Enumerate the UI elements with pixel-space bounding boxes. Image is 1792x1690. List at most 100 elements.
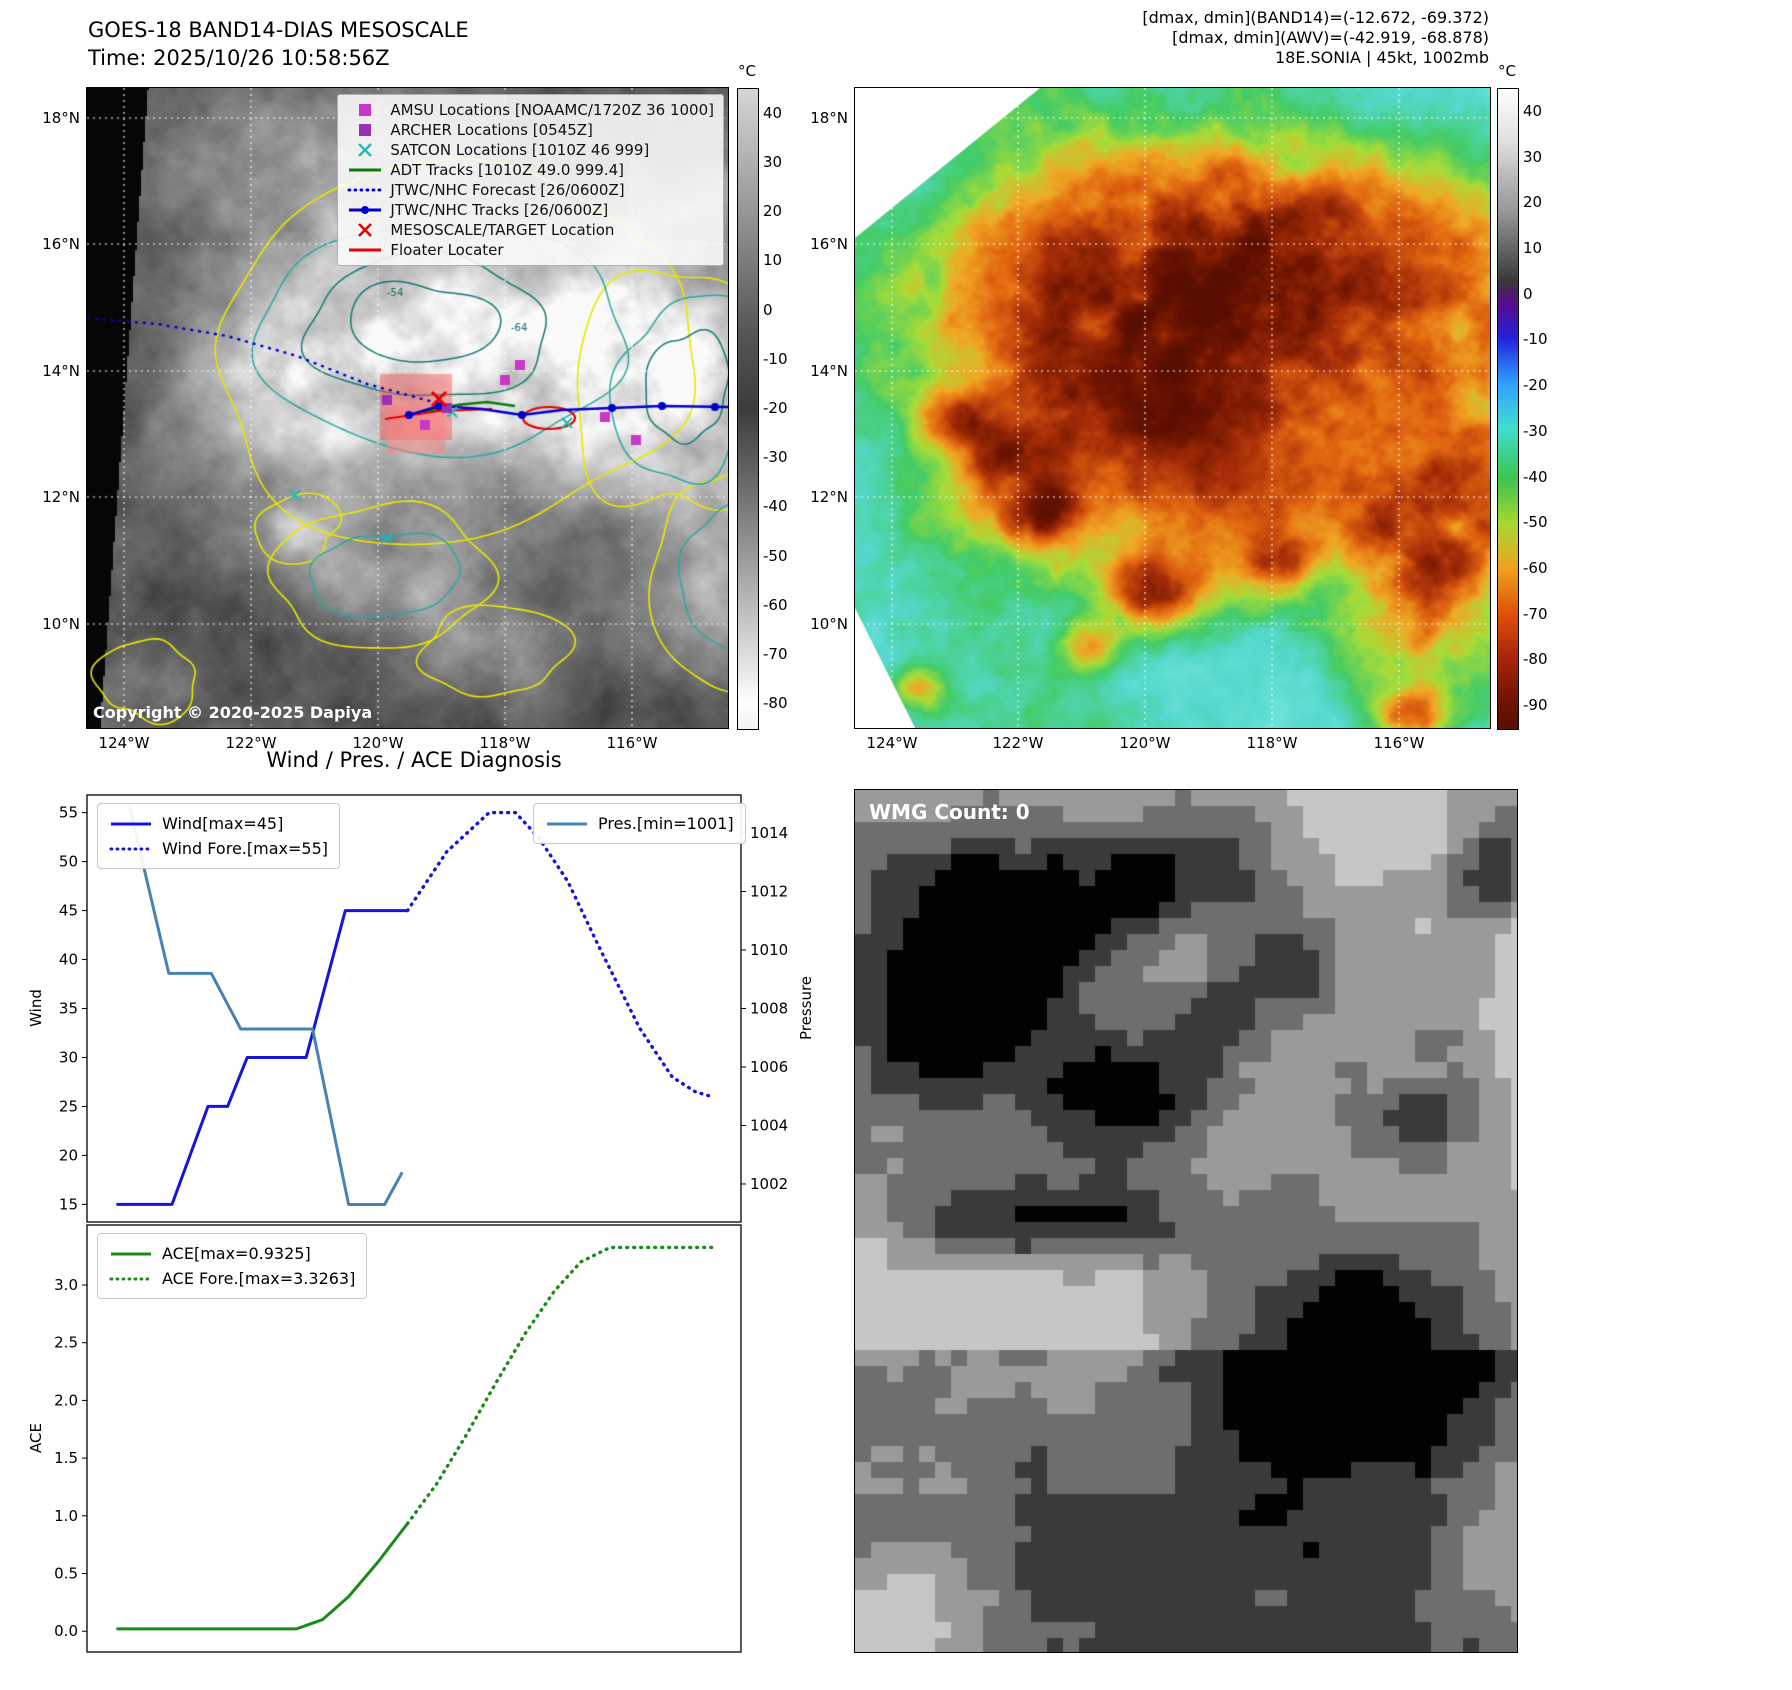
lon-tick-label: 116°W — [1373, 734, 1425, 752]
svg-text:3.0: 3.0 — [54, 1276, 78, 1294]
legend-entry: Floater Locater — [347, 240, 714, 260]
lat-tick-label: 10°N — [42, 615, 80, 633]
svg-text:1.5: 1.5 — [54, 1449, 78, 1467]
line-marker-icon — [547, 822, 587, 825]
copyright-text: Copyright © 2020-2025 Dapiya — [93, 703, 373, 722]
lon-tick-label: 118°W — [479, 734, 531, 752]
colorbar-tick-label: -20 — [1523, 376, 1548, 395]
colorbar-tick-label: 20 — [763, 202, 783, 221]
line-marker-icon — [349, 248, 382, 252]
wind-axis-label: Wind — [27, 989, 45, 1027]
legend-label: AMSU Locations [NOAAMC/1720Z 36 1000] — [390, 101, 714, 119]
colorbar-tick-label: -90 — [1523, 696, 1548, 715]
lon-tick-label: 122°W — [992, 734, 1044, 752]
chart-legend-label: Pres.[min=1001] — [598, 814, 734, 833]
colorbar-tick-label: -60 — [763, 595, 788, 614]
svg-text:55: 55 — [59, 804, 78, 822]
ace-legend: ACE[max=0.9325] ACE Fore.[max=3.3263] — [97, 1233, 368, 1299]
colorbar-tick-label: -50 — [1523, 513, 1548, 532]
svg-text:1004: 1004 — [750, 1116, 788, 1134]
satellite-product-title: GOES-18 BAND14-DIAS MESOSCALE — [88, 18, 469, 42]
colorbar-tick-label: 30 — [763, 152, 783, 171]
legend-entry: JTWC/NHC Tracks [26/0600Z] — [347, 200, 714, 220]
svg-text:2.5: 2.5 — [54, 1334, 78, 1352]
lat-tick-label: 16°N — [42, 235, 80, 253]
dmax-band14-text: [dmax, dmin](BAND14)=(-12.672, -69.372) — [1142, 8, 1489, 27]
lon-tick-label: 124°W — [98, 734, 150, 752]
legend-entry: SATCON Locations [1010Z 46 999] — [347, 140, 714, 160]
colorbar-tick-label: -80 — [763, 694, 788, 713]
colorbar-tick-label: -40 — [763, 497, 788, 516]
enhanced-ir-map-panel — [854, 87, 1491, 729]
chart-legend-entry: ACE[max=0.9325] — [109, 1241, 355, 1266]
colorbar-tick-label: -80 — [1523, 650, 1548, 669]
lat-tick-label: 14°N — [42, 362, 80, 380]
legend-label: Floater Locater — [390, 241, 504, 259]
lat-tick-label: 12°N — [42, 488, 80, 506]
lat-tick-label: 18°N — [42, 109, 80, 127]
svg-text:30: 30 — [59, 1048, 78, 1066]
dmax-awv-text: [dmax, dmin](AWV)=(-42.919, -68.878) — [1172, 28, 1489, 47]
svg-text:15: 15 — [59, 1195, 78, 1213]
svg-text:25: 25 — [59, 1097, 78, 1115]
svg-text:20: 20 — [59, 1146, 78, 1164]
band14-colorbar — [737, 88, 759, 730]
svg-text:1012: 1012 — [750, 883, 788, 901]
satellite-time-label: Time: 2025/10/26 10:58:56Z — [88, 46, 390, 70]
legend-label: JTWC/NHC Forecast [26/0600Z] — [390, 181, 625, 199]
dotted-line-icon — [109, 847, 153, 850]
chart-legend-label: Wind Fore.[max=55] — [162, 839, 328, 858]
colorbar-tick-label: -60 — [1523, 559, 1548, 577]
lon-tick-label: 116°W — [606, 734, 658, 752]
ace-axis-label: ACE — [27, 1423, 45, 1453]
wind-legend: Wind[max=45] Wind Fore.[max=55] — [97, 803, 340, 869]
lat-tick-label: 10°N — [810, 615, 848, 633]
chart-legend-entry: Wind[max=45] — [109, 811, 328, 836]
svg-text:1006: 1006 — [750, 1058, 788, 1076]
lon-tick-label: 120°W — [1119, 734, 1171, 752]
line-marker-icon — [111, 1252, 151, 1255]
lon-tick-label: 122°W — [225, 734, 277, 752]
dotted-line-icon — [109, 1277, 153, 1280]
legend-label: MESOSCALE/TARGET Location — [390, 221, 615, 239]
enhanced-ir-colorbar — [1497, 88, 1519, 730]
diagnosis-chart-title: Wind / Pres. / ACE Diagnosis — [266, 748, 562, 772]
lat-tick-label: 14°N — [810, 362, 848, 380]
pressure-legend: Pres.[min=1001] — [533, 803, 746, 844]
lat-tick-label: 12°N — [810, 488, 848, 506]
square-marker-icon — [359, 104, 372, 116]
colorbar-tick-label: -70 — [763, 645, 788, 664]
colorbar-tick-label: 30 — [1523, 147, 1543, 166]
colorbar-tick-label: 40 — [763, 103, 783, 122]
enhanced-ir-colorbar-unit: °C — [1498, 62, 1516, 80]
lon-tick-label: 120°W — [352, 734, 404, 752]
legend-label: ARCHER Locations [0545Z] — [390, 121, 593, 139]
lat-tick-label: 16°N — [810, 235, 848, 253]
wmg-panel: WMG Count: 0 — [854, 789, 1518, 1653]
band14-map-panel: AMSU Locations [NOAAMC/1720Z 36 1000] ARC… — [86, 87, 729, 729]
svg-text:2.0: 2.0 — [54, 1391, 78, 1409]
colorbar-tick-label: 10 — [1523, 239, 1543, 257]
chart-legend-entry: Wind Fore.[max=55] — [109, 836, 328, 861]
band14-colorbar-unit: °C — [738, 62, 756, 80]
colorbar-tick-label: 10 — [763, 251, 783, 270]
chart-legend-entry: Pres.[min=1001] — [545, 811, 734, 836]
legend-entry: JTWC/NHC Forecast [26/0600Z] — [347, 180, 714, 200]
x-marker-icon — [358, 223, 373, 237]
legend-entry: AMSU Locations [NOAAMC/1720Z 36 1000] — [347, 100, 714, 120]
legend-entry: ARCHER Locations [0545Z] — [347, 120, 714, 140]
band14-panel-title: GOES-18 BAND14-DIAS MESOSCALE Time: 2025… — [88, 16, 469, 72]
colorbar-tick-label: -30 — [1523, 421, 1548, 440]
chart-legend-label: ACE[max=0.9325] — [162, 1244, 311, 1263]
colorbar-tick-label: -10 — [763, 349, 788, 368]
colorbar-tick-label: 0 — [1523, 284, 1533, 303]
legend-entry: ADT Tracks [1010Z 49.0 999.4] — [347, 160, 714, 180]
line-marker-icon — [111, 822, 151, 825]
svg-text:35: 35 — [59, 1000, 78, 1018]
line-dot-icon — [349, 206, 382, 214]
colorbar-tick-label: -30 — [763, 448, 788, 467]
legend-label: JTWC/NHC Tracks [26/0600Z] — [390, 201, 609, 219]
svg-text:0.5: 0.5 — [54, 1565, 78, 1583]
x-marker-icon — [358, 143, 373, 157]
square-marker-icon — [359, 124, 372, 136]
